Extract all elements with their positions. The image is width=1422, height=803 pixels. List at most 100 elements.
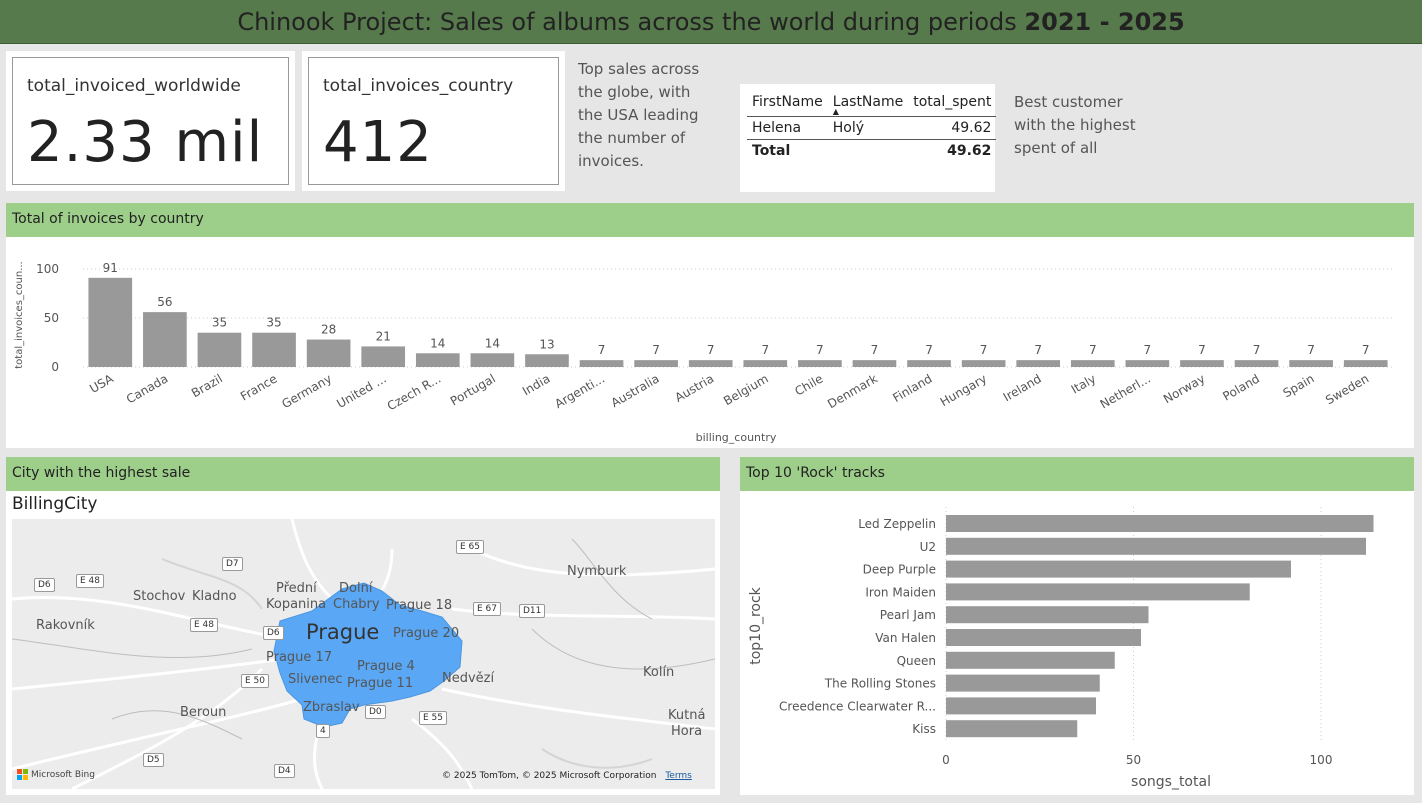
road-label: E 67 — [473, 602, 501, 616]
x-tick-label: Austria — [672, 371, 716, 404]
data-label: 7 — [652, 343, 660, 357]
map-place-label: Prague 11 — [347, 676, 414, 691]
bar — [798, 360, 842, 367]
map-place-label: Prague 17 — [266, 650, 333, 665]
bar — [946, 583, 1250, 601]
billing-city-map[interactable]: Nymburk Stochov Kladno Rakovník Přední K… — [12, 519, 715, 789]
data-label: 21 — [376, 329, 391, 343]
y-tick-label: Van Halen — [875, 631, 936, 645]
map-place-label: Zbraslav — [303, 700, 360, 715]
road-label: D0 — [365, 705, 386, 719]
data-label: 28 — [321, 323, 336, 337]
bar — [946, 697, 1096, 715]
bar — [946, 560, 1291, 578]
map-place-label: Prague 20 — [393, 626, 460, 641]
x-tick-label: Denmark — [825, 371, 880, 411]
y-axis-title: top10_rock — [748, 586, 764, 664]
x-tick-label: India — [520, 371, 553, 398]
x-tick-label: United ... — [334, 371, 388, 410]
x-tick-label: USA — [87, 371, 116, 396]
data-label: 7 — [816, 343, 824, 357]
top-sales-note: Top sales across the globe, with the USA… — [578, 60, 700, 170]
kpi-value: 412 — [323, 110, 433, 175]
x-tick-label: Netherl... — [1098, 371, 1153, 411]
map-place-label: Přední — [276, 581, 317, 596]
kpi-label: total_invoices_country — [323, 76, 514, 96]
data-label: 7 — [1089, 343, 1097, 357]
map-place-label: Stochov — [133, 589, 186, 604]
data-label: 35 — [266, 316, 281, 330]
map-place-label: Dolní — [339, 581, 373, 596]
bar — [88, 277, 133, 367]
bar — [1343, 360, 1388, 367]
data-label: 7 — [598, 343, 606, 357]
bar — [143, 312, 187, 367]
table-total-row: Total 49.62 — [752, 143, 992, 159]
invoices-section-title: Total of invoices by country — [6, 203, 1414, 237]
city-section-title: City with the highest sale — [6, 457, 720, 491]
dashboard-header: Chinook Project: Sales of albums across … — [0, 0, 1422, 44]
bar — [946, 515, 1374, 532]
map-place-label: Nymburk — [567, 564, 627, 579]
data-label: 7 — [925, 343, 933, 357]
data-label: 7 — [761, 343, 769, 357]
x-tick-label: Italy — [1069, 371, 1099, 396]
bar — [852, 360, 897, 367]
kpi-value: 2.33 mil — [27, 110, 264, 175]
x-tick-label: Argenti... — [552, 371, 607, 411]
kpi-card-country: total_invoices_country 412 — [302, 51, 565, 191]
column-header-lastname[interactable]: LastName ▲ — [827, 90, 909, 117]
kpi-label: total_invoiced_worldwide — [27, 76, 241, 96]
data-label: 7 — [1144, 343, 1152, 357]
y-tick-label: The Rolling Stones — [824, 677, 936, 691]
x-tick-label: Poland — [1220, 371, 1262, 403]
column-header-total-spent[interactable]: total_spent — [908, 90, 997, 117]
bar — [252, 332, 296, 367]
road-label: E 55 — [419, 711, 447, 725]
bar — [946, 606, 1149, 624]
map-roads — [12, 519, 715, 789]
x-axis-title: songs_total — [1131, 774, 1211, 790]
road-label: 4 — [316, 724, 330, 738]
y-tick-label: 0 — [51, 360, 59, 374]
column-header-firstname[interactable]: FirstName — [747, 90, 828, 117]
bar — [946, 720, 1078, 738]
terms-link[interactable]: Terms — [665, 771, 692, 781]
x-tick-label: France — [238, 371, 280, 403]
map-provider: Microsoft Bing — [17, 769, 95, 780]
bar — [1016, 360, 1061, 367]
data-label: 7 — [707, 343, 715, 357]
rock-section-title: Top 10 'Rock' tracks — [740, 457, 1414, 491]
road-label: E 50 — [241, 674, 269, 688]
data-label: 7 — [1198, 343, 1206, 357]
best-customer-note: Best customer with the highest spent of … — [1014, 93, 1136, 157]
map-place-label: Kolín — [643, 665, 675, 680]
top-rock-tracks-chart: 0 50 100 Led Zeppelin U2 Deep Purple Iron Maid… — [748, 507, 1374, 790]
kpi-card-worldwide: total_invoiced_worldwide 2.33 mil — [6, 51, 295, 191]
road-label: D11 — [519, 604, 546, 618]
map-place-label: Rakovník — [36, 618, 95, 633]
bar — [1070, 360, 1115, 367]
bar — [961, 360, 1006, 367]
x-tick-label: Ireland — [1001, 371, 1044, 404]
invoices-by-country-chart: 0 50 100 91 USA 56 Canada 35 Brazil 35 France 28 Ger… — [14, 261, 1393, 444]
city-map-panel: BillingCity — [6, 491, 720, 795]
page-title: Chinook Project: Sales of albums across … — [237, 7, 1185, 36]
y-tick-label: Led Zeppelin — [858, 517, 936, 531]
table-row: Helena Holý 49.62 — [747, 116, 997, 140]
y-tick-label: U2 — [920, 540, 936, 554]
road-label: E 48 — [76, 574, 104, 588]
data-label: 7 — [871, 343, 879, 357]
microsoft-logo-icon — [17, 769, 28, 780]
data-label: 7 — [1307, 343, 1315, 357]
x-tick-label: Belgium — [721, 371, 771, 408]
bar — [946, 629, 1141, 646]
road-label: D7 — [222, 557, 243, 571]
data-label: 7 — [1362, 343, 1370, 357]
x-tick-label: Finland — [890, 371, 934, 405]
y-tick-label: Kiss — [912, 722, 936, 736]
map-place-label: Kladno — [192, 589, 237, 604]
data-label: 91 — [103, 261, 118, 275]
map-place-label: Kutná — [668, 708, 706, 723]
y-tick-label: Creedence Clearwater R... — [779, 699, 936, 713]
